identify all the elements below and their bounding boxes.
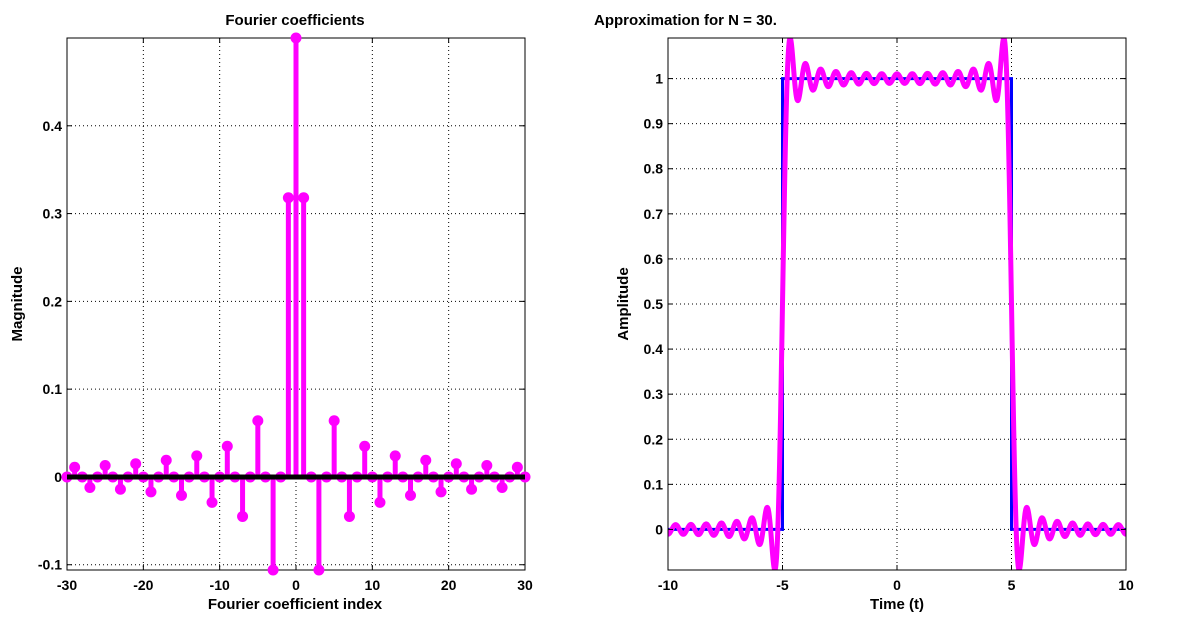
x-tick-label: 10 xyxy=(365,577,381,593)
stem-marker xyxy=(481,460,492,471)
stem-marker xyxy=(145,486,156,497)
stem-marker xyxy=(207,497,218,508)
x-tick-label: 0 xyxy=(893,577,901,593)
stem-marker xyxy=(237,511,248,522)
y-tick-label: 1 xyxy=(655,71,663,87)
x-tick-label: 5 xyxy=(1008,577,1016,593)
x-tick-labels: -30 -20 -10 0 10 20 30 xyxy=(57,577,533,593)
x-tick-label: -30 xyxy=(57,577,77,593)
y-tick-label: 0.7 xyxy=(644,206,664,222)
stem-marker xyxy=(161,455,172,466)
stem-marker xyxy=(69,462,80,473)
stem-marker xyxy=(298,192,309,203)
y-tick-label: 0.1 xyxy=(43,381,63,397)
y-tick-label: 0.2 xyxy=(644,431,664,447)
approximation-plot: -10 -5 0 5 10 0 0.1 0.2 0.3 0.4 0.5 0.6 … xyxy=(594,12,1134,613)
y-tick-label: 0.3 xyxy=(43,206,63,222)
y-tick-label: 0.1 xyxy=(644,476,664,492)
x-tick-label: 20 xyxy=(441,577,457,593)
y-tick-label: 0.3 xyxy=(644,386,664,402)
x-tick-label: -5 xyxy=(776,577,789,593)
x-tick-label: 30 xyxy=(517,577,533,593)
stem-marker xyxy=(100,460,111,471)
stem-marker xyxy=(313,565,324,576)
stem-marker xyxy=(405,490,416,501)
x-tick-label: -10 xyxy=(658,577,678,593)
y-tick-label: 0.2 xyxy=(43,293,63,309)
stem-marker xyxy=(268,565,279,576)
y-tick-label: 0 xyxy=(655,521,663,537)
stem-marker xyxy=(436,486,447,497)
stem-marker xyxy=(84,482,95,493)
x-axis-label: Time (t) xyxy=(870,596,924,613)
stem-marker xyxy=(329,415,340,426)
stem-marker xyxy=(451,458,462,469)
y-axis-label: Magnitude xyxy=(9,267,26,342)
y-tick-label: 0.8 xyxy=(644,161,664,177)
stem-marker xyxy=(497,482,508,493)
y-tick-label: 0.4 xyxy=(43,118,63,134)
y-tick-labels: -0.1 0 0.1 0.2 0.3 0.4 xyxy=(38,118,62,573)
stem-marker xyxy=(115,484,126,495)
x-axis-label: Fourier coefficient index xyxy=(208,596,383,613)
chart-title: Fourier coefficients xyxy=(225,12,364,29)
stem-marker xyxy=(344,511,355,522)
stem-marker xyxy=(283,192,294,203)
y-axis-label: Amplitude xyxy=(615,267,632,340)
stem-marker xyxy=(191,450,202,461)
stem-marker xyxy=(390,450,401,461)
x-tick-label: -10 xyxy=(210,577,230,593)
coefficients-plot: -30 -20 -10 0 10 20 30 -0.1 0 0.1 0.2 0.… xyxy=(9,12,533,613)
stem-marker xyxy=(466,484,477,495)
stem-marker xyxy=(374,497,385,508)
chart-title: Approximation for N = 30. xyxy=(594,12,777,29)
stem-marker xyxy=(359,441,370,452)
x-tick-label: 10 xyxy=(1118,577,1134,593)
stem-marker xyxy=(130,458,141,469)
stem-marker xyxy=(420,455,431,466)
stem-marker xyxy=(291,33,302,44)
x-tick-label: 0 xyxy=(292,577,300,593)
stem-marker xyxy=(252,415,263,426)
x-tick-label: -20 xyxy=(133,577,153,593)
y-tick-label: 0.5 xyxy=(644,296,664,312)
y-tick-label: 0.6 xyxy=(644,251,664,267)
y-tick-label: -0.1 xyxy=(38,557,62,573)
y-tick-labels: 0 0.1 0.2 0.3 0.4 0.5 0.6 0.7 0.8 0.9 1 xyxy=(644,71,664,538)
x-tick-labels: -10 -5 0 5 10 xyxy=(658,577,1134,593)
stem-marker xyxy=(176,490,187,501)
y-tick-label: 0 xyxy=(54,469,62,485)
stem-marker xyxy=(222,441,233,452)
y-tick-label: 0.9 xyxy=(644,116,664,132)
y-tick-label: 0.4 xyxy=(644,341,664,357)
stem-marker xyxy=(512,462,523,473)
